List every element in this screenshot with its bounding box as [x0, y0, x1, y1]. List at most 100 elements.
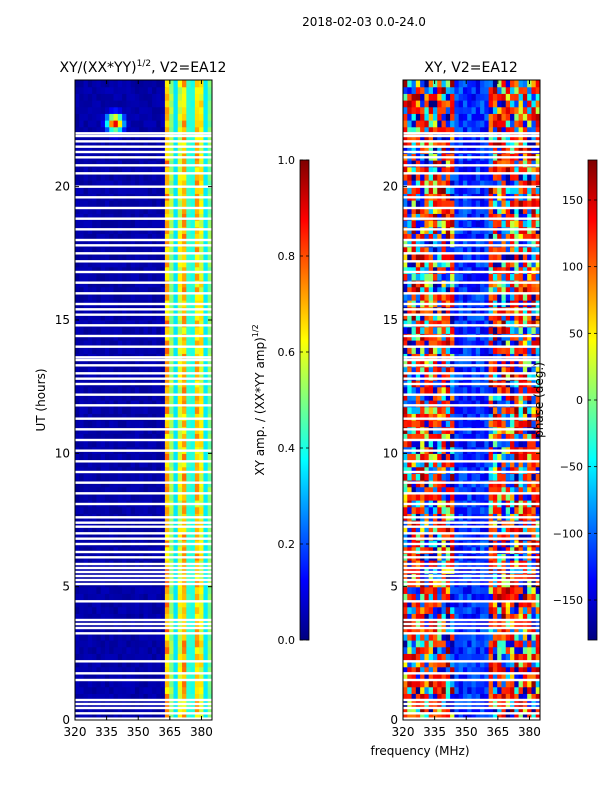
heatmap-cell	[199, 253, 205, 261]
heatmap-cell	[169, 253, 175, 261]
heatmap-cell	[164, 240, 170, 248]
heatmap-cell	[190, 473, 196, 481]
heatmap-cell	[83, 80, 89, 88]
heatmap-cell	[134, 260, 140, 268]
heatmap-cell	[199, 393, 205, 401]
heatmap-cell	[407, 626, 413, 634]
heatmap-cell	[156, 473, 162, 481]
heatmap-cell	[126, 233, 132, 241]
heatmap-cell	[143, 293, 149, 301]
heatmap-cell	[501, 653, 507, 661]
heatmap-cell	[122, 113, 127, 121]
heatmap-cell	[143, 160, 149, 168]
heatmap-cell	[522, 600, 528, 608]
heatmap-cell	[407, 660, 413, 668]
heatmap-cell	[432, 613, 438, 621]
heatmap-cell	[75, 213, 80, 221]
heatmap-cell	[458, 533, 464, 541]
heatmap-cell	[134, 660, 140, 668]
heatmap-cell	[514, 413, 520, 421]
heatmap-cell	[475, 686, 481, 694]
heatmap-cell	[173, 373, 179, 381]
heatmap-cell	[518, 713, 524, 720]
heatmap-cell	[203, 140, 209, 148]
heatmap-cell	[87, 140, 93, 148]
heatmap-cell	[480, 360, 485, 368]
heatmap-cell	[117, 93, 123, 101]
heatmap-cell	[122, 666, 127, 674]
heatmap-cell	[156, 613, 162, 621]
heatmap-cell	[130, 493, 136, 501]
amplitude-colorbar-frame	[299, 159, 310, 641]
heatmap-cell	[104, 86, 110, 94]
heatmap-cell	[527, 613, 533, 621]
heatmap-cell	[428, 653, 434, 661]
heatmap-cell	[428, 526, 434, 534]
heatmap-cell	[441, 346, 447, 354]
heatmap-cell	[467, 486, 473, 494]
heatmap-cell	[518, 706, 524, 714]
heatmap-cell	[186, 606, 192, 614]
heatmap-cell	[190, 440, 196, 448]
heatmap-cell	[454, 566, 460, 574]
heatmap-cell	[126, 693, 132, 701]
heatmap-cell	[437, 640, 443, 648]
heatmap-cell	[531, 586, 537, 594]
heatmap-cell	[505, 346, 511, 354]
heatmap-cell	[117, 666, 123, 674]
heatmap-cell	[194, 253, 200, 261]
heatmap-cell	[415, 406, 421, 414]
heatmap-cell	[458, 660, 464, 668]
heatmap-cell	[134, 240, 140, 248]
heatmap-cell	[480, 613, 485, 621]
heatmap-cell	[462, 460, 468, 468]
heatmap-cell	[104, 420, 110, 428]
heatmap-cell	[497, 506, 503, 514]
heatmap-cell	[75, 546, 80, 554]
heatmap-cell	[156, 400, 162, 408]
heatmap-cell	[152, 273, 157, 281]
heatmap-cell	[480, 686, 485, 694]
heatmap-cell	[501, 413, 507, 421]
heatmap-cell	[480, 393, 485, 401]
heatmap-cell	[100, 233, 106, 241]
heatmap-cell	[113, 173, 119, 181]
heatmap-cell	[92, 100, 98, 108]
heatmap-cell	[113, 660, 119, 668]
heatmap-cell	[527, 506, 533, 514]
heatmap-cell	[164, 606, 170, 614]
heatmap-cell	[83, 653, 89, 661]
heatmap-cell	[139, 360, 145, 368]
heatmap-cell	[522, 440, 528, 448]
heatmap-cell	[190, 566, 196, 574]
heatmap-cell	[75, 320, 80, 328]
heatmap-cell	[160, 593, 166, 601]
heatmap-cell	[454, 473, 460, 481]
heatmap-cell	[415, 386, 421, 394]
data-gap	[75, 698, 212, 702]
heatmap-cell	[134, 673, 140, 681]
heatmap-cell	[510, 633, 515, 641]
heatmap-cell	[190, 220, 196, 228]
heatmap-cell	[441, 633, 447, 641]
heatmap-cell	[83, 566, 89, 574]
heatmap-cell	[475, 366, 481, 374]
heatmap-cell	[75, 453, 80, 461]
heatmap-cell	[152, 120, 157, 128]
heatmap-cell	[152, 166, 157, 174]
heatmap-cell	[199, 680, 205, 688]
heatmap-cell	[458, 460, 464, 468]
heatmap-cell	[130, 420, 136, 428]
heatmap-cell	[109, 493, 115, 501]
heatmap-cell	[186, 246, 192, 254]
heatmap-cell	[492, 660, 498, 668]
heatmap-cell	[518, 393, 524, 401]
heatmap-cell	[407, 366, 413, 374]
heatmap-cell	[104, 440, 110, 448]
heatmap-cell	[109, 400, 115, 408]
heatmap-cell	[130, 146, 136, 154]
heatmap-cell	[190, 660, 196, 668]
heatmap-cell	[518, 413, 524, 421]
heatmap-cell	[522, 366, 528, 374]
heatmap-cell	[407, 586, 413, 594]
